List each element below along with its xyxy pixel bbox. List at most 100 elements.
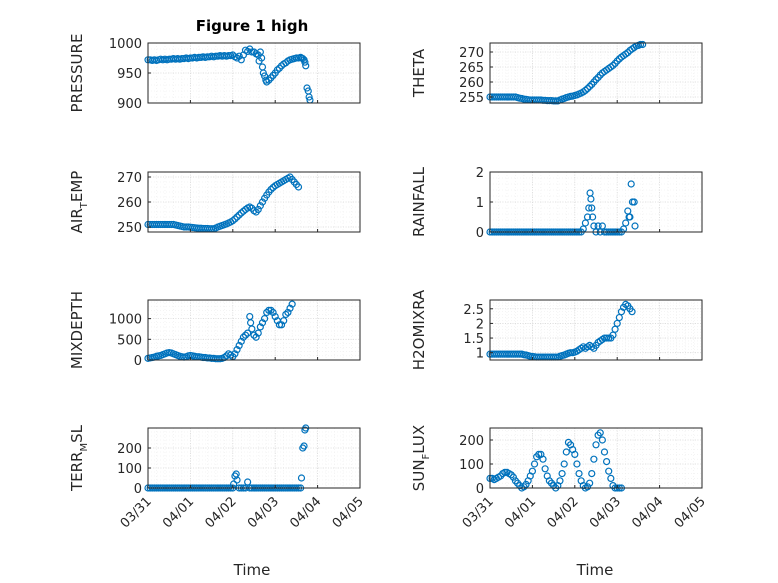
data-point bbox=[602, 458, 611, 466]
data-point bbox=[275, 321, 284, 329]
y-tick-label: 1.5 bbox=[463, 332, 484, 347]
data-point bbox=[602, 334, 611, 342]
data-point bbox=[237, 209, 245, 217]
data-point bbox=[622, 219, 630, 227]
x-tick-label: 03/31 bbox=[460, 494, 497, 531]
y-tick-label: 1 bbox=[476, 196, 484, 211]
data-point bbox=[235, 52, 243, 60]
data-point bbox=[282, 310, 290, 319]
data-point bbox=[573, 460, 581, 468]
data-point bbox=[233, 346, 241, 354]
data-point bbox=[552, 97, 560, 105]
y-tick-label: 900 bbox=[117, 97, 142, 112]
y-axis-label-sunflux: SUNFLUX bbox=[410, 425, 432, 491]
y-axis-label-pressure: PRESSURE bbox=[68, 34, 86, 113]
data-point bbox=[556, 477, 564, 485]
x-tick-label: 04/05 bbox=[672, 494, 709, 531]
data-point bbox=[594, 222, 602, 230]
data-point bbox=[250, 331, 258, 339]
data-point bbox=[631, 222, 639, 230]
data-point bbox=[592, 441, 600, 449]
data-point bbox=[592, 75, 600, 84]
data-point bbox=[501, 468, 509, 476]
plot-area bbox=[148, 428, 360, 488]
data-point bbox=[530, 460, 539, 468]
x-tick-label: 04/05 bbox=[330, 494, 367, 531]
data-point bbox=[297, 474, 306, 482]
y-tick-label: 2 bbox=[476, 317, 484, 332]
data-point bbox=[258, 198, 267, 206]
y-tick-label: 950 bbox=[117, 67, 142, 82]
data-point bbox=[244, 329, 252, 337]
data-point bbox=[241, 331, 250, 339]
data-point bbox=[605, 467, 613, 475]
x-tick-label: 04/03 bbox=[587, 494, 624, 531]
axes-box bbox=[147, 299, 361, 361]
y-tick-label: 270 bbox=[117, 171, 142, 186]
data-point bbox=[229, 217, 237, 225]
x-axis-label-left: Time bbox=[233, 561, 271, 579]
data-point bbox=[566, 349, 575, 357]
data-point bbox=[248, 325, 256, 333]
data-point bbox=[284, 308, 292, 317]
data-point bbox=[624, 48, 632, 57]
axes-box bbox=[489, 299, 703, 361]
data-point bbox=[227, 351, 235, 359]
data-point bbox=[248, 48, 256, 56]
y-axis-label-air_temp: AIRTEMP bbox=[68, 171, 90, 234]
data-point bbox=[626, 213, 634, 221]
y-tick-label: 0 bbox=[476, 226, 484, 241]
data-point bbox=[244, 478, 252, 486]
x-tick-label: 04/03 bbox=[245, 494, 282, 531]
plot-area bbox=[148, 300, 360, 360]
subplot-pressure: 900 950 1000 PRESSURE bbox=[68, 34, 361, 113]
data-point bbox=[254, 205, 262, 214]
data-point bbox=[302, 62, 310, 70]
data-point bbox=[581, 86, 590, 95]
data-point bbox=[581, 219, 590, 227]
data-point bbox=[299, 54, 307, 63]
y-tick-label: 2 bbox=[476, 166, 484, 181]
data-point bbox=[220, 353, 228, 362]
data-point bbox=[539, 455, 547, 463]
y-tick-label: 1 bbox=[476, 347, 484, 362]
data-point bbox=[258, 319, 267, 327]
data-point bbox=[583, 84, 592, 93]
y-tick-label: 0 bbox=[476, 482, 484, 497]
data-point bbox=[609, 61, 617, 70]
data-point bbox=[273, 66, 281, 74]
y-tick-label: 100 bbox=[117, 462, 142, 477]
data-point bbox=[583, 483, 592, 491]
data-point bbox=[258, 54, 266, 62]
data-point bbox=[586, 479, 594, 487]
y-tick-label: 1000 bbox=[109, 313, 142, 328]
x-tick-label: 04/04 bbox=[629, 494, 666, 531]
data-point bbox=[235, 341, 243, 350]
data-point bbox=[280, 317, 288, 325]
subplot-mixdepth: 0 500 1000 MIXDEPTH bbox=[68, 291, 361, 369]
data-point bbox=[235, 211, 243, 219]
data-point bbox=[607, 474, 615, 482]
y-tick-label: 0 bbox=[134, 482, 142, 497]
subplot-rainfall: 0 1 2 RAINFALL bbox=[410, 166, 703, 241]
data-point bbox=[267, 185, 275, 194]
data-point bbox=[613, 57, 621, 65]
data-point bbox=[271, 312, 279, 321]
data-point bbox=[585, 204, 593, 212]
data-point bbox=[639, 40, 647, 49]
y-tick-label: 260 bbox=[117, 196, 142, 211]
x-tick-label: 04/01 bbox=[502, 494, 539, 531]
x-tick-label: 04/02 bbox=[545, 494, 582, 531]
data-point bbox=[558, 470, 566, 478]
data-point bbox=[237, 337, 245, 345]
data-point bbox=[586, 82, 594, 91]
data-point bbox=[254, 329, 262, 337]
data-point bbox=[636, 40, 645, 49]
data-point bbox=[627, 180, 635, 188]
subplot-h2omixra: 11.522.5 H2OMIXRA bbox=[410, 289, 703, 370]
x-tick-label: 04/02 bbox=[203, 494, 240, 531]
y-tick-label: 2.5 bbox=[463, 303, 484, 318]
data-point bbox=[562, 448, 570, 456]
data-point bbox=[267, 306, 275, 314]
